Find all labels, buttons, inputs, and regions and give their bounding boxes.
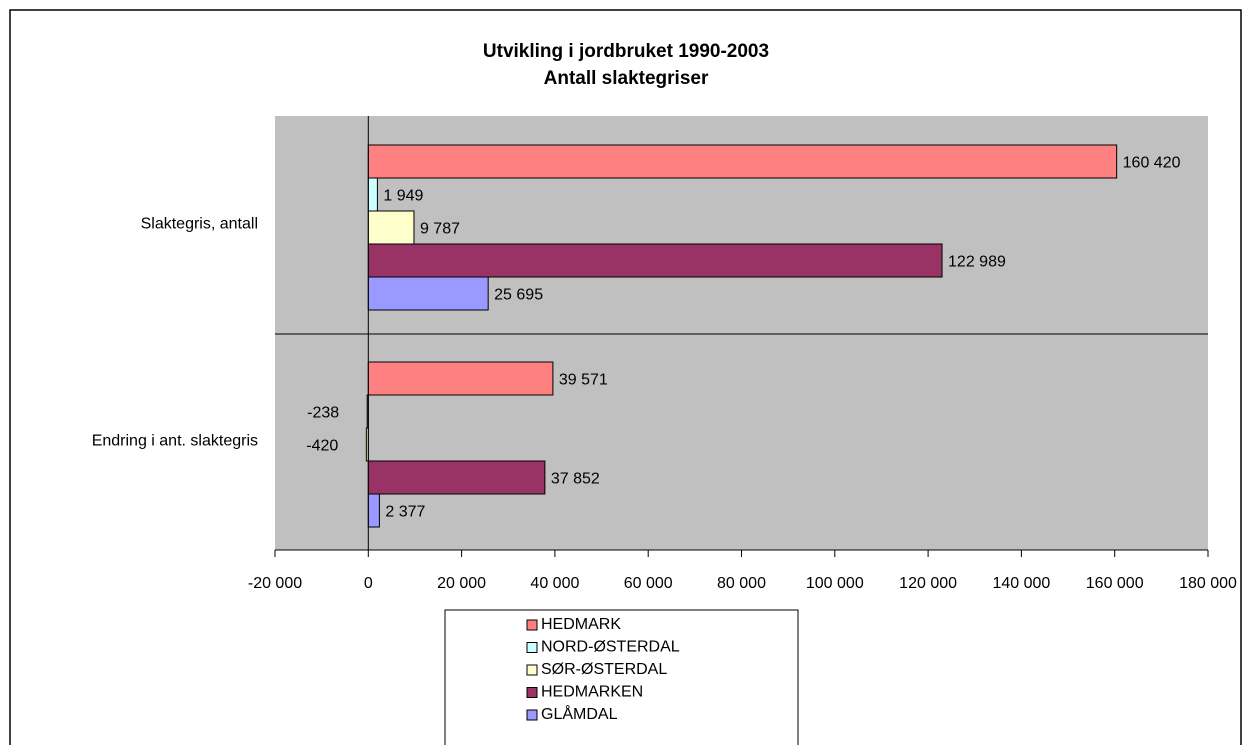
bar bbox=[367, 144, 1118, 179]
x-tick-label: 20 000 bbox=[437, 575, 486, 592]
bar bbox=[367, 177, 378, 212]
legend-swatch bbox=[526, 664, 538, 676]
x-tick-label: 0 bbox=[364, 575, 373, 592]
value-label: 160 420 bbox=[1123, 155, 1181, 172]
bar bbox=[367, 460, 546, 495]
x-tick-label: 80 000 bbox=[717, 575, 766, 592]
legend-label: HEDMARK bbox=[541, 616, 621, 633]
x-tick-label: 120 000 bbox=[899, 575, 957, 592]
value-label: -238 bbox=[307, 405, 339, 422]
bar bbox=[367, 493, 380, 528]
chart-subtitle: Antall slaktegriser bbox=[544, 68, 709, 89]
value-label: 37 852 bbox=[551, 471, 600, 488]
value-label: 25 695 bbox=[494, 287, 543, 304]
legend-label: NORD-ØSTERDAL bbox=[541, 639, 680, 656]
bar bbox=[367, 276, 489, 311]
chart-frame bbox=[9, 9, 1242, 745]
x-tick-label: 100 000 bbox=[806, 575, 864, 592]
legend-label: HEDMARKEN bbox=[541, 684, 643, 701]
bar bbox=[367, 210, 415, 245]
legend-swatch bbox=[526, 619, 538, 631]
value-label: -420 bbox=[306, 438, 338, 455]
x-tick-label: -20 000 bbox=[248, 575, 302, 592]
category-label: Slaktegris, antall bbox=[141, 216, 258, 233]
legend-swatch bbox=[526, 687, 538, 698]
x-tick-label: 160 000 bbox=[1086, 575, 1144, 592]
x-tick-label: 140 000 bbox=[992, 575, 1050, 592]
x-tick-label: 60 000 bbox=[624, 575, 673, 592]
bar bbox=[367, 243, 943, 278]
value-label: 122 989 bbox=[948, 254, 1006, 271]
legend bbox=[444, 609, 799, 745]
value-label: 39 571 bbox=[559, 372, 608, 389]
value-label: 2 377 bbox=[385, 504, 425, 521]
x-tick-label: 180 000 bbox=[1179, 575, 1237, 592]
x-tick-label: 40 000 bbox=[530, 575, 579, 592]
chart-title: Utvikling i jordbruket 1990-2003 bbox=[483, 41, 769, 62]
legend-label: GLÅMDAL bbox=[541, 704, 618, 723]
legend-swatch bbox=[526, 642, 538, 653]
bar bbox=[367, 361, 554, 396]
value-label: 1 949 bbox=[383, 188, 423, 205]
legend-swatch bbox=[526, 709, 538, 721]
legend-label: SØR-ØSTERDAL bbox=[541, 661, 667, 678]
category-label: Endring i ant. slaktegris bbox=[92, 433, 258, 450]
value-label: 9 787 bbox=[420, 221, 460, 238]
